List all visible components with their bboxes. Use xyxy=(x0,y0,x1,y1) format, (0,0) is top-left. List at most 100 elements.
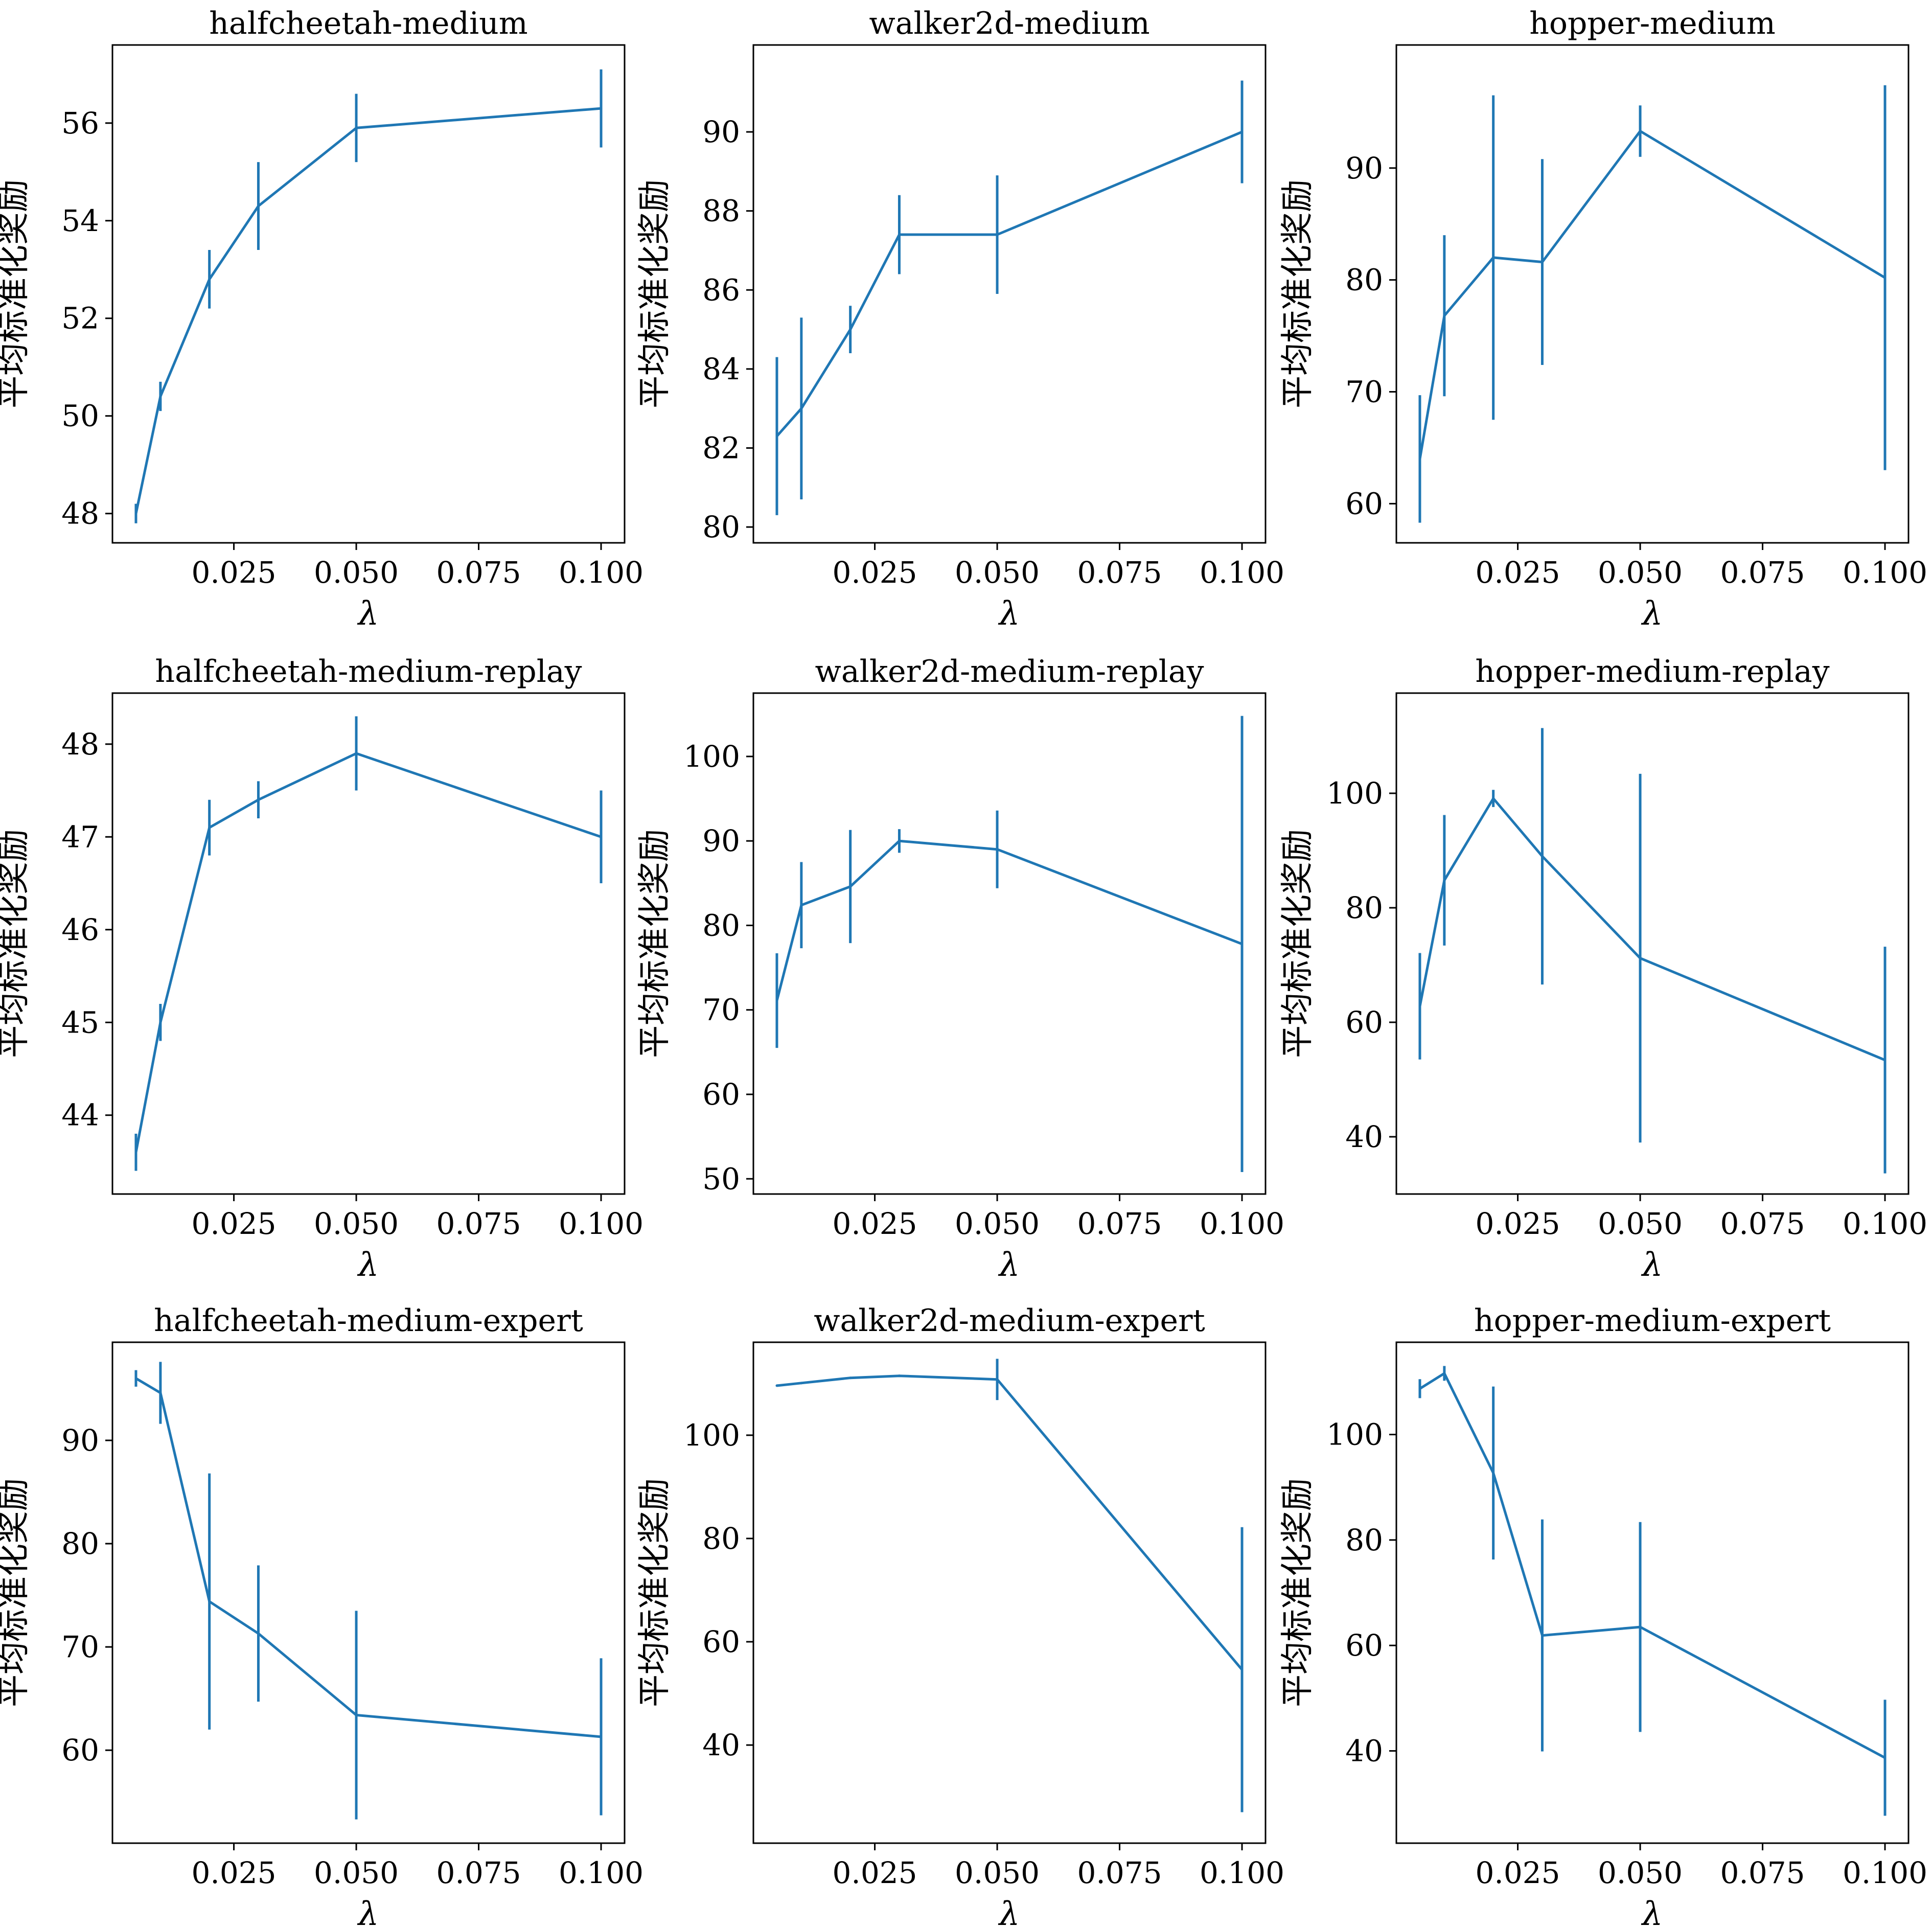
y-tick-label: 70 xyxy=(1345,375,1383,409)
x-tick-label: 0.100 xyxy=(1200,1206,1284,1241)
x-tick-label: 0.050 xyxy=(1598,1206,1683,1241)
data-point xyxy=(1240,1668,1244,1671)
y-tick-label: 60 xyxy=(1345,486,1383,521)
y-tick-label: 48 xyxy=(61,496,99,531)
data-point xyxy=(849,1377,852,1380)
x-tick-label: 0.100 xyxy=(559,555,643,590)
data-point xyxy=(1240,943,1244,946)
series-line xyxy=(134,752,602,1153)
y-tick-label: 82 xyxy=(702,430,740,465)
x-tick-label: 0.050 xyxy=(314,1206,399,1241)
x-tick-label: 0.100 xyxy=(1843,1206,1927,1241)
data-point xyxy=(208,826,211,829)
x-tick-label: 0.025 xyxy=(192,1855,277,1890)
data-point xyxy=(1443,314,1446,317)
y-tick-label: 60 xyxy=(702,1077,740,1112)
y-axis-label: 平均标准化奖励 xyxy=(1279,829,1317,1058)
data-point xyxy=(159,1021,162,1024)
x-tick-label: 0.025 xyxy=(1476,555,1560,590)
x-tick-label: 0.050 xyxy=(955,1855,1040,1890)
data-point xyxy=(1639,1625,1642,1628)
x-tick-label: 0.100 xyxy=(559,1206,643,1241)
x-tick-label: 0.025 xyxy=(1476,1206,1560,1241)
plot-frame xyxy=(1395,44,1910,544)
x-axis-label: λ xyxy=(357,1895,379,1927)
y-tick-label: 80 xyxy=(1345,1523,1383,1557)
y-tick-label: 84 xyxy=(702,352,740,386)
y-tick-label: 40 xyxy=(702,1728,740,1762)
data-point xyxy=(1540,1634,1544,1637)
y-tick-label: 70 xyxy=(61,1630,99,1664)
x-axis-label: λ xyxy=(357,595,379,633)
y-axis-label: 平均标准化奖励 xyxy=(636,179,674,408)
data-point xyxy=(1492,797,1495,800)
data-point xyxy=(898,839,901,842)
data-point xyxy=(257,798,260,801)
x-axis-label: λ xyxy=(1641,595,1663,633)
data-point xyxy=(775,1384,778,1387)
plot-frame xyxy=(752,44,1267,544)
x-axis-label: λ xyxy=(1641,1246,1663,1284)
y-tick-label: 45 xyxy=(61,1005,99,1040)
chart-title: halfcheetah-medium-expert xyxy=(154,1303,583,1339)
x-tick-label: 0.050 xyxy=(955,555,1040,590)
x-tick-label: 0.025 xyxy=(192,555,277,590)
data-point xyxy=(775,999,778,1002)
chart-title: hopper-medium-expert xyxy=(1474,1303,1831,1339)
data-point xyxy=(1240,130,1244,133)
y-tick-label: 52 xyxy=(61,301,99,336)
y-tick-label: 40 xyxy=(1345,1119,1383,1154)
plot-frame xyxy=(1395,1341,1910,1844)
y-tick-label: 80 xyxy=(61,1526,99,1561)
x-tick-label: 0.075 xyxy=(436,1206,521,1241)
x-tick-label: 0.100 xyxy=(1843,555,1927,590)
y-tick-label: 46 xyxy=(61,912,99,947)
data-point xyxy=(996,848,999,851)
y-axis-label: 平均标准化奖励 xyxy=(1279,179,1317,408)
y-tick-label: 100 xyxy=(683,739,740,774)
data-point xyxy=(1418,457,1421,461)
y-axis-label: 平均标准化奖励 xyxy=(636,829,674,1058)
x-tick-label: 0.075 xyxy=(1720,1206,1805,1241)
data-point xyxy=(355,126,358,129)
chart-title: hopper-medium-replay xyxy=(1475,654,1829,690)
data-point xyxy=(600,107,603,110)
chart-title: halfcheetah-medium-replay xyxy=(155,654,582,690)
chart-panel: walker2d-medium-expert 0.025 0.050 0.075 0.1… xyxy=(636,1303,1284,1927)
y-tick-label: 80 xyxy=(1345,263,1383,297)
data-point xyxy=(355,752,358,755)
series-line xyxy=(776,1374,1243,1671)
y-tick-label: 86 xyxy=(702,272,740,307)
x-axis-label: λ xyxy=(998,595,1020,633)
data-point xyxy=(600,835,603,838)
y-tick-label: 90 xyxy=(1345,151,1383,186)
x-tick-label: 0.050 xyxy=(1598,555,1683,590)
y-tick-label: 44 xyxy=(61,1098,99,1133)
x-tick-label: 0.075 xyxy=(1077,1206,1162,1241)
x-tick-label: 0.075 xyxy=(1077,1855,1162,1890)
chart-title: halfcheetah-medium xyxy=(209,6,527,41)
y-tick-label: 60 xyxy=(1345,1628,1383,1663)
data-point xyxy=(800,407,803,410)
data-point xyxy=(159,395,162,398)
series-line xyxy=(1418,130,1886,460)
y-tick-label: 50 xyxy=(61,399,99,433)
x-tick-label: 0.025 xyxy=(833,1206,917,1241)
x-tick-label: 0.100 xyxy=(1200,1855,1284,1890)
x-tick-label: 0.025 xyxy=(1476,1855,1560,1890)
y-tick-label: 100 xyxy=(1326,1417,1383,1452)
data-point xyxy=(1443,1372,1446,1375)
data-point xyxy=(159,1391,162,1394)
y-axis-label: 平均标准化奖励 xyxy=(1279,1478,1317,1707)
plot-frame xyxy=(111,44,626,544)
data-point xyxy=(1883,1059,1887,1062)
y-tick-label: 80 xyxy=(702,510,740,544)
data-point xyxy=(355,1713,358,1716)
y-tick-label: 90 xyxy=(702,823,740,858)
y-tick-label: 90 xyxy=(702,114,740,149)
chart-title: walker2d-medium xyxy=(869,6,1149,41)
y-tick-label: 40 xyxy=(1345,1733,1383,1768)
chart-panel: halfcheetah-medium-expert 0.025 0.050 0.075… xyxy=(0,1303,643,1927)
data-point xyxy=(898,233,901,236)
chart-panel: hopper-medium-replay 0.025 0.050 0.075 0.100… xyxy=(1279,654,1927,1284)
